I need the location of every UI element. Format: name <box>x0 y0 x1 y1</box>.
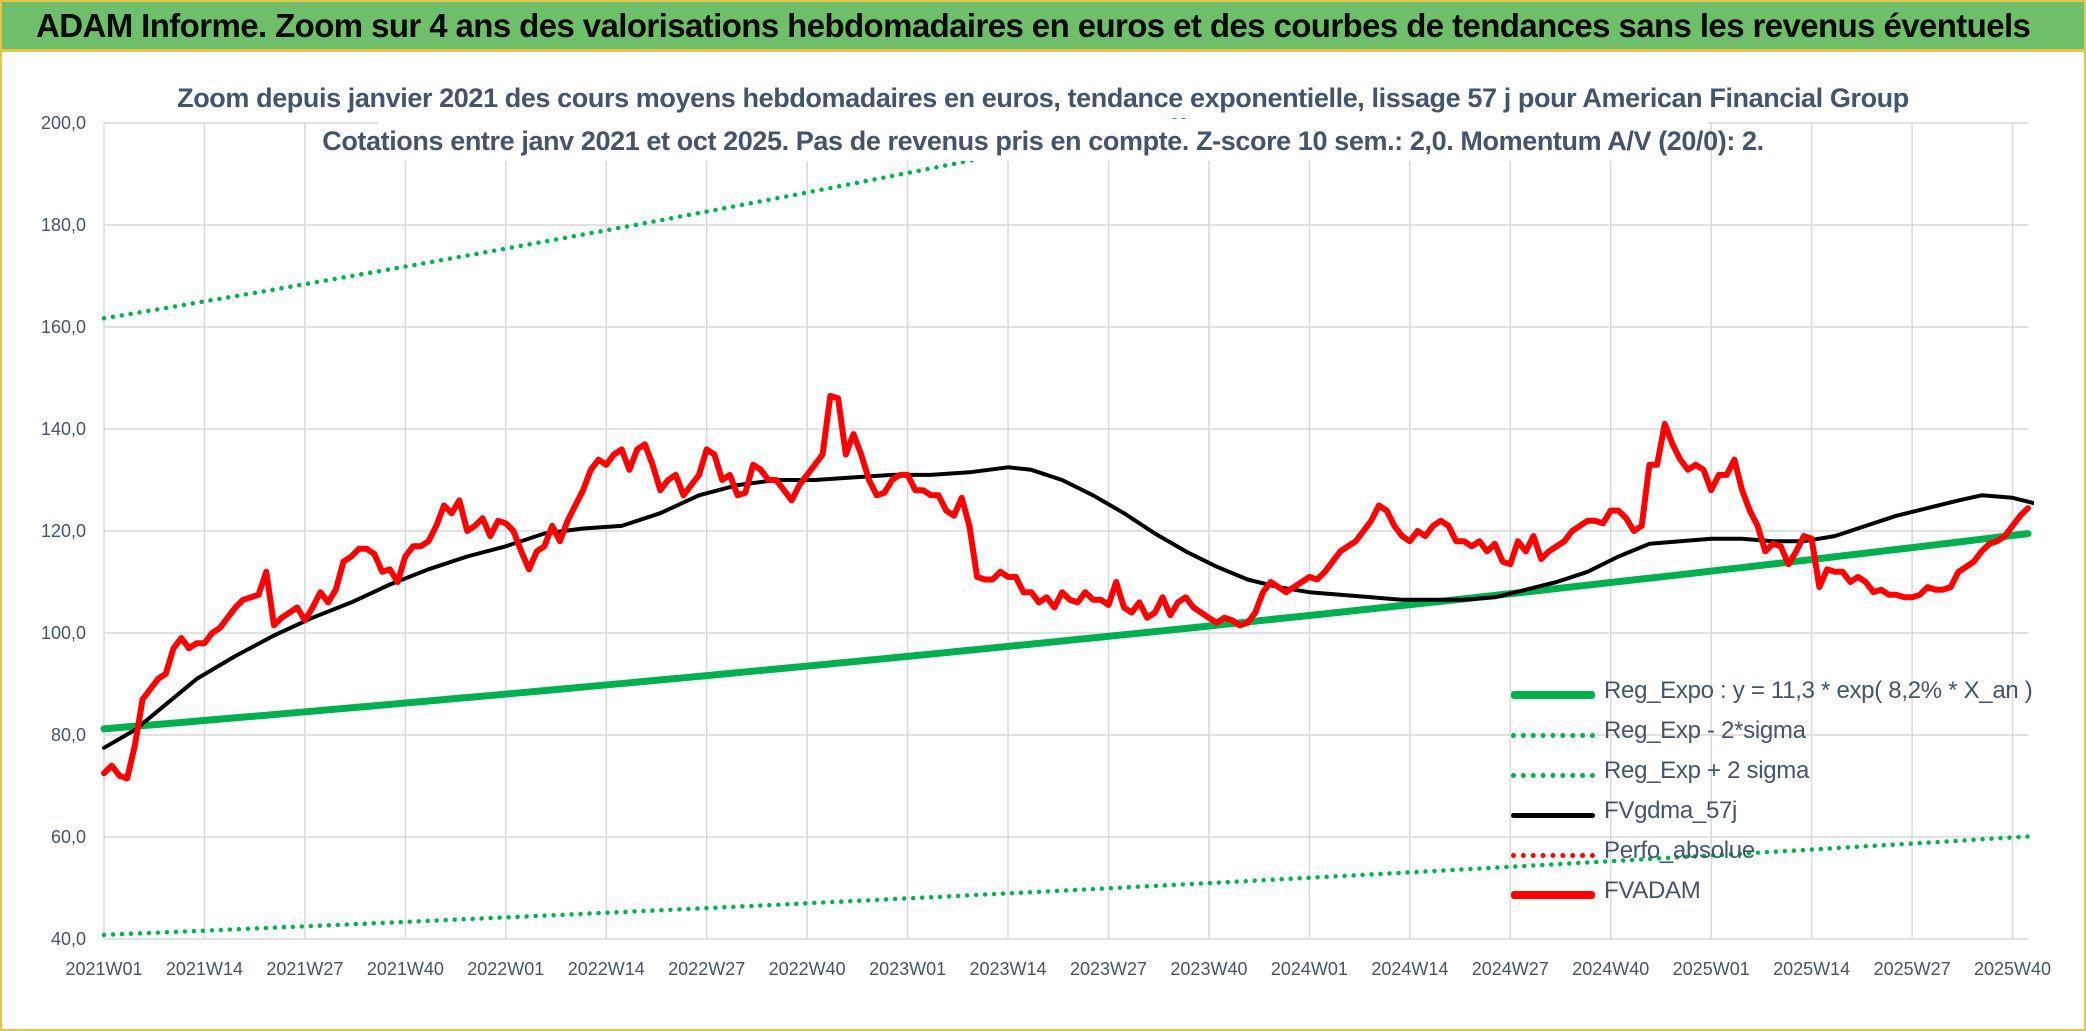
series-line-5 <box>101 392 2031 782</box>
legend-swatch <box>1511 853 1595 858</box>
y-tick-label: 60,0 <box>51 827 86 847</box>
y-tick-label: 80,0 <box>51 725 86 745</box>
legend-swatch <box>1511 773 1595 778</box>
legend-item: Perfo_absolue <box>1508 835 2068 875</box>
legend-label: FVgdma_57j <box>1604 797 1738 824</box>
y-tick-label: 100,0 <box>41 623 86 643</box>
legend-swatch <box>1511 733 1595 738</box>
legend-item: FVgdma_57j <box>1508 795 2068 835</box>
series-line-0 <box>100 530 2032 733</box>
legend-label: Reg_Exp - 2*sigma <box>1604 717 1806 744</box>
x-tick-label: 2025W40 <box>1974 959 2051 979</box>
y-tick-label: 120,0 <box>41 521 86 541</box>
legend-label: FVADAM <box>1604 877 1701 904</box>
x-tick-label: 2023W14 <box>970 959 1047 979</box>
y-tick-label: 180,0 <box>41 215 86 235</box>
report-banner: ADAM Informe. Zoom sur 4 ans des valoris… <box>2 2 2084 52</box>
legend-label: Perfo_absolue <box>1604 837 1755 864</box>
x-tick-label: 2021W14 <box>166 959 243 979</box>
x-tick-label: 2024W27 <box>1472 959 1549 979</box>
x-tick-label: 2023W01 <box>869 959 946 979</box>
x-tick-label: 2023W40 <box>1170 959 1247 979</box>
legend-swatch <box>1511 691 1595 699</box>
legend-swatch <box>1511 813 1595 818</box>
x-tick-label: 2021W01 <box>65 959 142 979</box>
x-tick-label: 2024W40 <box>1572 959 1649 979</box>
x-tick-label: 2021W27 <box>266 959 343 979</box>
series-line-2 <box>101 117 1197 321</box>
legend-item: Reg_Exp - 2*sigma <box>1508 715 2068 755</box>
y-tick-label: 160,0 <box>41 317 86 337</box>
chart-series <box>100 76 2034 938</box>
chart-subtitle: Cotations entre janv 2021 et oct 2025. P… <box>322 126 1764 156</box>
legend-swatch <box>1511 891 1595 899</box>
legend-item: Reg_Exp + 2 sigma <box>1508 755 2068 795</box>
x-tick-label: 2023W27 <box>1070 959 1147 979</box>
series-line-1 <box>101 834 2031 938</box>
legend-item: FVADAM <box>1508 875 2068 915</box>
y-tick-label: 200,0 <box>41 113 86 133</box>
x-tick-label: 2022W27 <box>668 959 745 979</box>
y-tick-label: 40,0 <box>51 929 86 949</box>
y-tick-label: 140,0 <box>41 419 86 439</box>
subtitle-mask <box>378 119 1708 161</box>
legend-label: Reg_Expo : y = 11,3 * exp( 8,2% * X_an ) <box>1604 677 2033 704</box>
x-tick-label: 2024W14 <box>1371 959 1448 979</box>
x-tick-label: 2022W01 <box>467 959 544 979</box>
y-axis: 200,0 180,0 160,0 140,0 120,0 100,0 80,0 60,0 40… <box>41 113 86 949</box>
chart-title: Zoom depuis janvier 2021 des cours moyen… <box>177 83 1909 113</box>
x-tick-label: 2025W01 <box>1673 959 1750 979</box>
legend-item: Reg_Expo : y = 11,3 * exp( 8,2% * X_an ) <box>1508 675 2068 715</box>
x-tick-label: 2021W40 <box>367 959 444 979</box>
x-tick-label: 2025W27 <box>1874 959 1951 979</box>
title-mask <box>258 76 1828 118</box>
x-tick-label: 2022W40 <box>769 959 846 979</box>
x-tick-label: 2025W14 <box>1773 959 1850 979</box>
x-tick-label: 2022W14 <box>568 959 645 979</box>
report-title: ADAM Informe. Zoom sur 4 ans des valoris… <box>36 7 2031 44</box>
legend-label: Reg_Exp + 2 sigma <box>1604 757 1810 784</box>
x-tick-label: 2024W01 <box>1271 959 1348 979</box>
series-line-3 <box>102 465 2034 750</box>
x-axis: 2021W01 2021W14 2021W27 2021W40 2022W01 2022W… <box>65 959 2051 979</box>
